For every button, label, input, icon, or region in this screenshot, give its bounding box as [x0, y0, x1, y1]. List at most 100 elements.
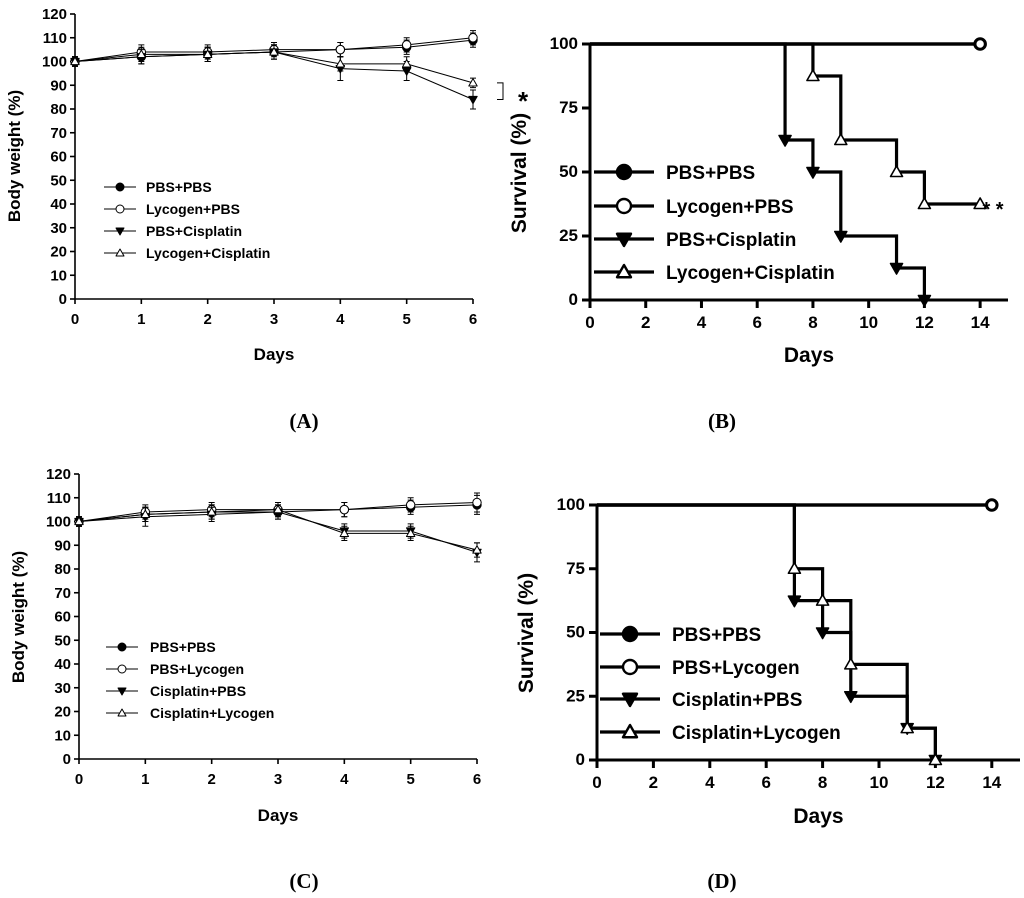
censor-marker: [973, 37, 987, 51]
legend-label: PBS+Cisplatin: [666, 230, 796, 251]
legend-marker: [117, 708, 127, 717]
legend-marker: [621, 692, 639, 708]
legend-label: PBS+PBS: [666, 163, 755, 184]
x-tick-label: 14: [982, 773, 1001, 792]
series-open-triangle-up: [597, 503, 943, 766]
y-tick-label: 25: [559, 226, 578, 245]
x-tick-label: 2: [203, 311, 211, 328]
event-marker: [889, 165, 904, 178]
legend-marker: [115, 248, 125, 257]
x-axis-title: Days: [254, 345, 295, 364]
panel-label: (A): [289, 409, 318, 433]
legend-label: PBS+PBS: [146, 179, 212, 195]
data-point: [335, 59, 346, 68]
x-axis-title: Days: [793, 805, 843, 828]
legend-label: PBS+Cisplatin: [146, 223, 242, 239]
y-tick-label: 100: [550, 34, 578, 53]
legend-marker: [621, 625, 639, 643]
legend-marker: [117, 642, 127, 652]
legend-marker: [115, 204, 125, 214]
data-point: [401, 40, 412, 50]
panel-label: (D): [707, 869, 736, 893]
event-marker: [787, 595, 802, 608]
x-tick-label: 0: [592, 773, 601, 792]
data-point: [269, 47, 279, 56]
y-tick-label: 20: [50, 244, 67, 261]
significance-mark: *: [518, 86, 529, 116]
legend-label: Cisplatin+Lycogen: [150, 705, 274, 721]
chart-panel-a: 0 10 20 30 40 50 60 70 80 90 100 110 120 0 1 2 3 4 5 6 Days B…: [5, 6, 529, 433]
data-point: [202, 49, 213, 59]
legend-marker: [615, 232, 633, 248]
data-point: [472, 497, 482, 508]
survival-step-line: [590, 42, 981, 206]
x-tick-label: 6: [761, 773, 770, 792]
legend-label: Lycogen+PBS: [146, 201, 240, 217]
x-tick-label: 0: [75, 771, 83, 788]
y-tick-label: 10: [54, 727, 71, 744]
chart-panel-d: 0 25 50 75 100 0 2 4 6 8 10 12 14 Days Survival (%) (D)…: [515, 495, 1020, 893]
data-point: [401, 59, 412, 68]
censor-marker: [985, 498, 999, 512]
data-point: [472, 545, 482, 554]
y-tick-label: 40: [54, 656, 71, 673]
y-axis-title: Body weight (%): [9, 551, 28, 683]
legend-label: Cisplatin+Lycogen: [672, 723, 841, 744]
legend-marker: [621, 658, 639, 676]
legend-marker: [115, 182, 125, 192]
x-tick-label: 2: [207, 771, 215, 788]
event-marker: [843, 657, 858, 670]
chart-panel-b: 0 25 50 75 100 0 2 4 6 8 10 12 14 Days Survival (%) (B)…: [508, 34, 1008, 433]
series-open-circle: [590, 37, 987, 51]
x-tick-label: 10: [859, 313, 878, 332]
y-tick-label: 60: [54, 609, 71, 626]
y-tick-label: 90: [50, 77, 67, 94]
event-marker: [843, 690, 858, 704]
x-tick-label: 3: [274, 771, 282, 788]
event-marker: [806, 166, 820, 179]
event-marker: [833, 133, 848, 146]
x-tick-label: 12: [926, 773, 945, 792]
end-marker: [973, 197, 987, 210]
event-marker: [787, 561, 802, 575]
y-tick-label: 110: [43, 30, 67, 47]
legend-label: Lycogen+Cisplatin: [666, 263, 835, 284]
y-axis-title: Body weight (%): [5, 90, 24, 222]
series-open-triangle-up: [590, 42, 987, 210]
legend-label: Cisplatin+PBS: [150, 683, 246, 699]
y-tick-label: 120: [46, 466, 71, 483]
event-marker: [928, 753, 943, 766]
series-open-triangle-up: [70, 44, 478, 89]
y-tick-label: 0: [576, 750, 585, 769]
data-point: [468, 78, 478, 87]
y-tick-label: 20: [54, 704, 71, 721]
y-tick-label: 75: [559, 98, 578, 117]
legend-marker: [615, 163, 633, 181]
x-tick-label: 4: [336, 311, 345, 328]
legend-marker: [117, 687, 127, 696]
event-marker: [917, 197, 932, 210]
y-tick-label: 90: [54, 537, 71, 554]
series-filled-triangle-down: [590, 42, 932, 307]
legend-marker: [615, 197, 633, 215]
legend-label: PBS+PBS: [150, 639, 216, 655]
survival-step-line: [590, 42, 926, 300]
event-marker: [917, 294, 932, 307]
legend-label: Cisplatin+PBS: [672, 690, 802, 711]
event-marker: [815, 593, 830, 606]
y-tick-label: 25: [566, 686, 585, 705]
x-tick-label: 6: [752, 313, 761, 332]
x-tick-label: 1: [137, 311, 145, 328]
y-tick-label: 50: [566, 623, 585, 642]
data-point: [339, 528, 350, 538]
y-tick-label: 60: [50, 149, 67, 166]
legend-label: PBS+Lycogen: [150, 661, 244, 677]
x-tick-label: 12: [915, 313, 934, 332]
legend-label: Lycogen+Cisplatin: [146, 245, 270, 261]
y-tick-label: 100: [557, 495, 585, 514]
y-tick-label: 50: [559, 162, 578, 181]
y-axis-title: Survival (%): [515, 573, 538, 693]
data-point: [140, 509, 151, 519]
chart-panel-c: 0 10 20 30 40 50 60 70 80 90 100 110 120 0 1 2 3 4 5 6 Days B…: [9, 466, 482, 893]
y-tick-label: 10: [50, 267, 67, 284]
